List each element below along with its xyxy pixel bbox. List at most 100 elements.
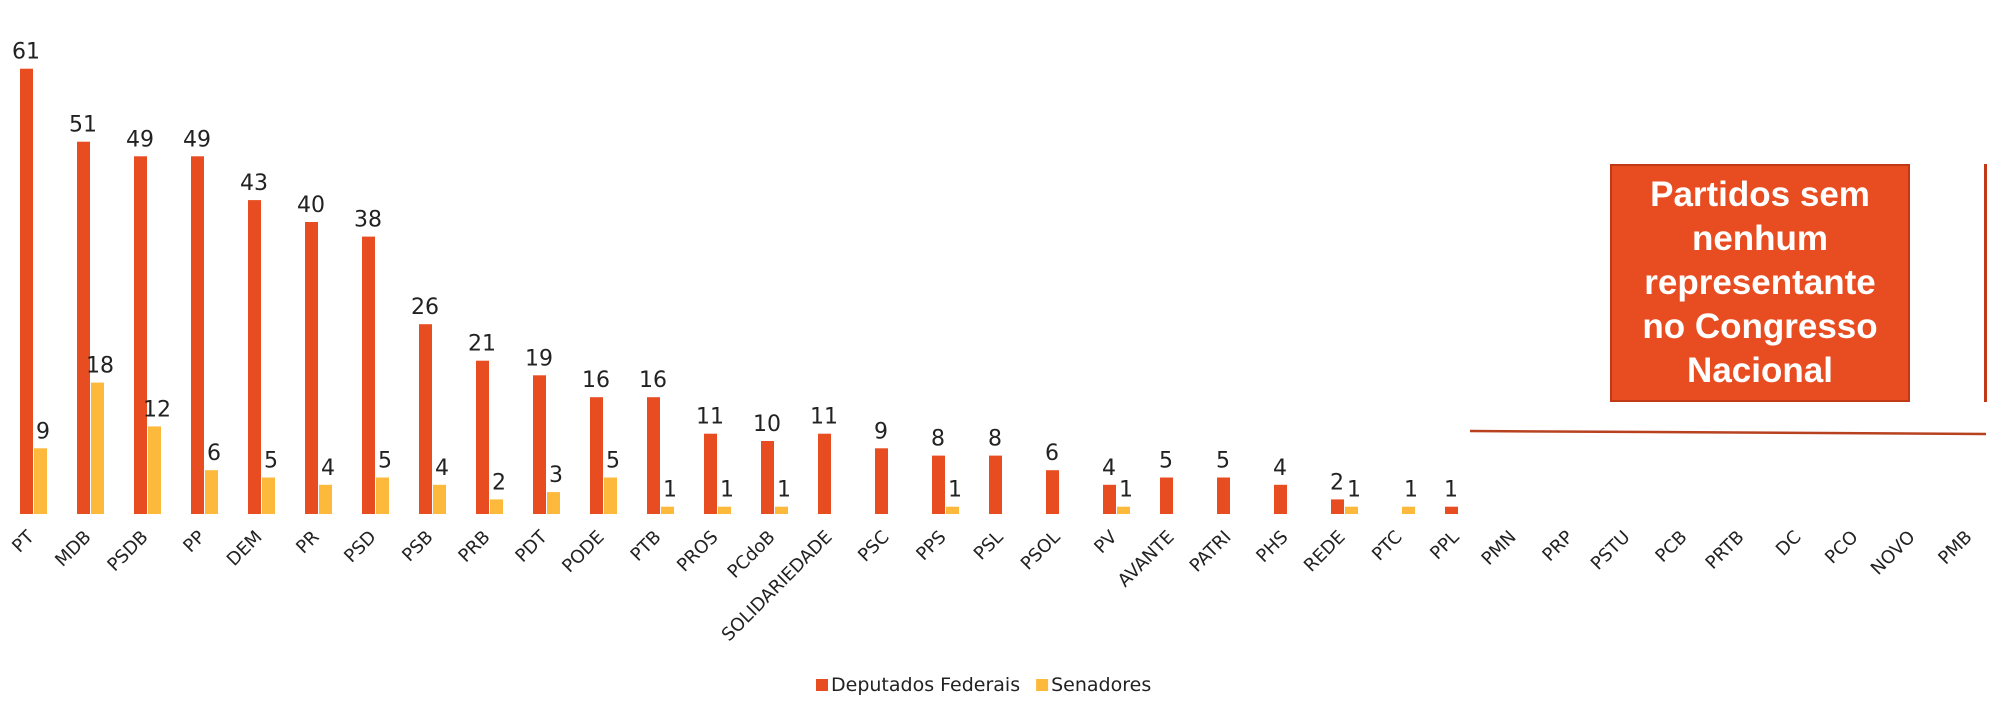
- bar-senadores-ptc: [1402, 506, 1415, 514]
- data-label-deputados-psc: 9: [874, 419, 888, 444]
- data-label-deputados-pt: 61: [12, 40, 40, 65]
- tick-label-pr: PR: [292, 527, 323, 558]
- data-label-senadores-mdb: 18: [86, 354, 114, 379]
- tick-label-phs: PHS: [1252, 527, 1292, 567]
- bar-senadores-pv: [1117, 506, 1130, 514]
- tick-label-psd: PSD: [340, 527, 380, 567]
- data-label-senadores-dem: 5: [264, 449, 278, 474]
- bar-senadores-pt: [34, 448, 47, 514]
- data-label-deputados-ptb: 16: [639, 368, 667, 393]
- bar-deputados-psb: [419, 324, 432, 514]
- data-label-senadores-rede: 1: [1347, 478, 1361, 503]
- data-label-deputados-pode: 16: [582, 368, 610, 393]
- tick-label-pmn: PMN: [1478, 527, 1521, 570]
- tick-label-psl: PSL: [970, 527, 1008, 565]
- callout-text: Partidos sem nenhum representante no Con…: [1642, 175, 1878, 390]
- data-label-deputados-mdb: 51: [69, 113, 97, 138]
- tick-label-prb: PRB: [454, 527, 494, 567]
- tick-label-pt: PT: [8, 526, 39, 557]
- data-label-deputados-pr: 40: [297, 193, 325, 218]
- data-label-senadores-psb: 4: [435, 456, 449, 481]
- tick-label-ptc: PTC: [1368, 527, 1406, 565]
- bar-deputados-solidariedade: [818, 433, 831, 514]
- bar-senadores-pros: [718, 506, 731, 514]
- bar-deputados-psc: [875, 448, 888, 514]
- callout-box: Partidos sem nenhum representante no Con…: [1610, 164, 1910, 402]
- data-label-senadores-ptb: 1: [663, 478, 677, 503]
- legend-swatch-deputados: [816, 679, 828, 691]
- tick-label-ppl: PPL: [1426, 527, 1463, 564]
- tick-label-pcb: PCB: [1651, 527, 1691, 567]
- bar-senadores-prb: [490, 499, 503, 514]
- tick-label-pstu: PSTU: [1587, 527, 1635, 575]
- tick-label-avante: AVANTE: [1114, 527, 1179, 592]
- bar-deputados-pr: [305, 222, 318, 514]
- data-label-senadores-pr: 4: [321, 456, 335, 481]
- data-label-deputados-phs: 4: [1273, 456, 1287, 481]
- data-label-senadores-pps: 1: [948, 478, 962, 503]
- bar-deputados-pode: [590, 397, 603, 514]
- bars-layer: [20, 68, 1458, 515]
- bar-senadores-pr: [319, 484, 332, 514]
- data-label-senadores-pt: 9: [36, 419, 50, 444]
- data-labels-layer: 6195118491249643540438526421219316516111…: [12, 40, 1458, 503]
- data-label-deputados-psdb: 49: [126, 127, 154, 152]
- data-label-deputados-patri: 5: [1216, 449, 1230, 474]
- bar-deputados-pcdob: [761, 441, 774, 514]
- legend-label-senadores: Senadores: [1051, 674, 1151, 696]
- bar-deputados-prb: [476, 360, 489, 514]
- data-label-deputados-dem: 43: [240, 171, 268, 196]
- tick-label-pdt: PDT: [511, 526, 552, 567]
- data-label-deputados-pcdob: 10: [753, 412, 781, 437]
- data-label-deputados-rede: 2: [1330, 470, 1344, 495]
- bar-senadores-rede: [1345, 506, 1358, 514]
- data-label-senadores-ptc: 1: [1404, 478, 1418, 503]
- bar-deputados-psdb: [134, 156, 147, 515]
- data-label-deputados-ppl: 1: [1444, 478, 1458, 503]
- tick-label-psdb: PSDB: [103, 527, 152, 576]
- tick-label-patri: PATRI: [1186, 527, 1236, 577]
- data-label-senadores-pode: 5: [606, 449, 620, 474]
- bar-deputados-phs: [1274, 484, 1287, 514]
- bar-deputados-mdb: [77, 141, 90, 514]
- bar-deputados-dem: [248, 200, 261, 514]
- tick-label-prp: PRP: [1538, 527, 1577, 566]
- data-label-deputados-avante: 5: [1159, 449, 1173, 474]
- bar-senadores-pps: [946, 506, 959, 514]
- bar-senadores-pode: [604, 477, 617, 514]
- tick-label-dc: DC: [1772, 527, 1806, 561]
- tick-label-solidariedade: SOLIDARIEDADE: [718, 527, 837, 646]
- tick-label-pros: PROS: [673, 527, 722, 576]
- bar-deputados-patri: [1217, 477, 1230, 514]
- bar-deputados-ptb: [647, 397, 660, 514]
- tick-label-prtb: PRTB: [1702, 527, 1749, 574]
- data-label-deputados-pdt: 19: [525, 346, 553, 371]
- bar-deputados-psl: [989, 455, 1002, 514]
- data-label-deputados-psol: 6: [1045, 441, 1059, 466]
- bar-deputados-pv: [1103, 484, 1116, 514]
- legend-swatch-senadores: [1036, 679, 1049, 691]
- bar-deputados-rede: [1331, 499, 1344, 514]
- bar-deputados-ppl: [1445, 506, 1458, 514]
- bar-deputados-pp: [191, 156, 204, 515]
- data-label-senadores-pv: 1: [1119, 478, 1133, 503]
- bar-deputados-avante: [1160, 477, 1173, 514]
- category-tick-labels: PT MDB PSDB PP DEM PR PSD PSB PRB PDT PODE PTB PROS P…: [8, 526, 1976, 646]
- legend: Deputados Federais Senadores: [816, 674, 1151, 696]
- data-label-deputados-pps: 8: [931, 427, 945, 452]
- tick-label-mdb: MDB: [51, 527, 95, 571]
- bar-deputados-pt: [20, 68, 33, 514]
- bar-deputados-pps: [932, 455, 945, 514]
- bar-senadores-psd: [376, 477, 389, 514]
- bar-senadores-dem: [262, 477, 275, 514]
- bar-deputados-pdt: [533, 375, 546, 514]
- data-label-senadores-psd: 5: [378, 449, 392, 474]
- tick-label-pp: PP: [179, 527, 209, 557]
- tick-label-ptb: PTB: [627, 527, 666, 566]
- legend-label-deputados: Deputados Federais: [831, 674, 1020, 696]
- tick-label-novo: NOVO: [1867, 527, 1920, 580]
- bar-senadores-pdt: [547, 492, 560, 514]
- tick-label-pv: PV: [1090, 526, 1122, 558]
- data-label-senadores-pp: 6: [207, 441, 221, 466]
